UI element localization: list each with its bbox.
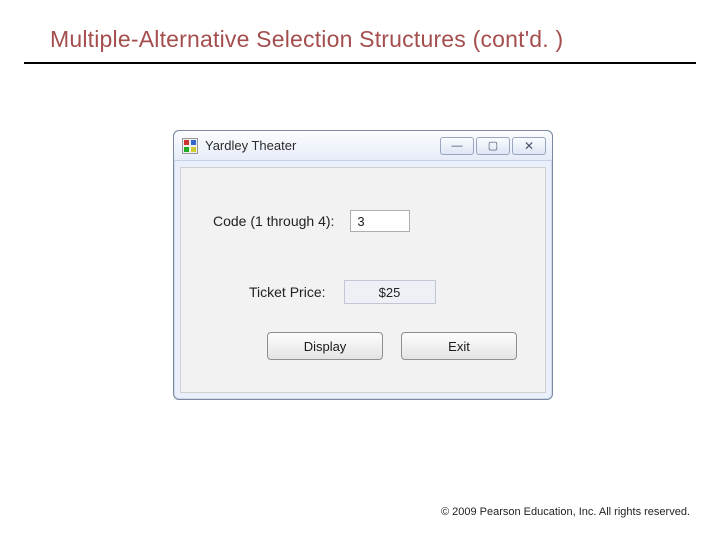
display-button[interactable]: Display: [267, 332, 383, 360]
window-title: Yardley Theater: [205, 138, 296, 153]
exit-button[interactable]: Exit: [401, 332, 517, 360]
client-area: Code (1 through 4): Ticket Price: $25 Di…: [180, 167, 546, 393]
slide: Multiple-Alternative Selection Structure…: [0, 0, 720, 540]
code-label: Code (1 through 4):: [213, 213, 334, 229]
slide-title: Multiple-Alternative Selection Structure…: [50, 26, 563, 53]
button-row: Display Exit: [203, 332, 523, 360]
titlebar: Yardley Theater — ▢ ✕: [174, 131, 552, 161]
minimize-button[interactable]: —: [440, 137, 474, 155]
app-icon: [182, 138, 198, 154]
price-label: Ticket Price:: [249, 284, 326, 300]
price-output: $25: [344, 280, 436, 304]
close-button[interactable]: ✕: [512, 137, 546, 155]
window-buttons: — ▢ ✕: [438, 137, 546, 155]
code-input[interactable]: [350, 210, 410, 232]
price-row: Ticket Price: $25: [203, 280, 523, 304]
title-underline: [24, 62, 696, 64]
copyright-footer: © 2009 Pearson Education, Inc. All right…: [441, 506, 690, 518]
code-row: Code (1 through 4):: [203, 210, 523, 232]
maximize-button[interactable]: ▢: [476, 137, 510, 155]
app-window: Yardley Theater — ▢ ✕ Code (1 through 4)…: [173, 130, 553, 400]
